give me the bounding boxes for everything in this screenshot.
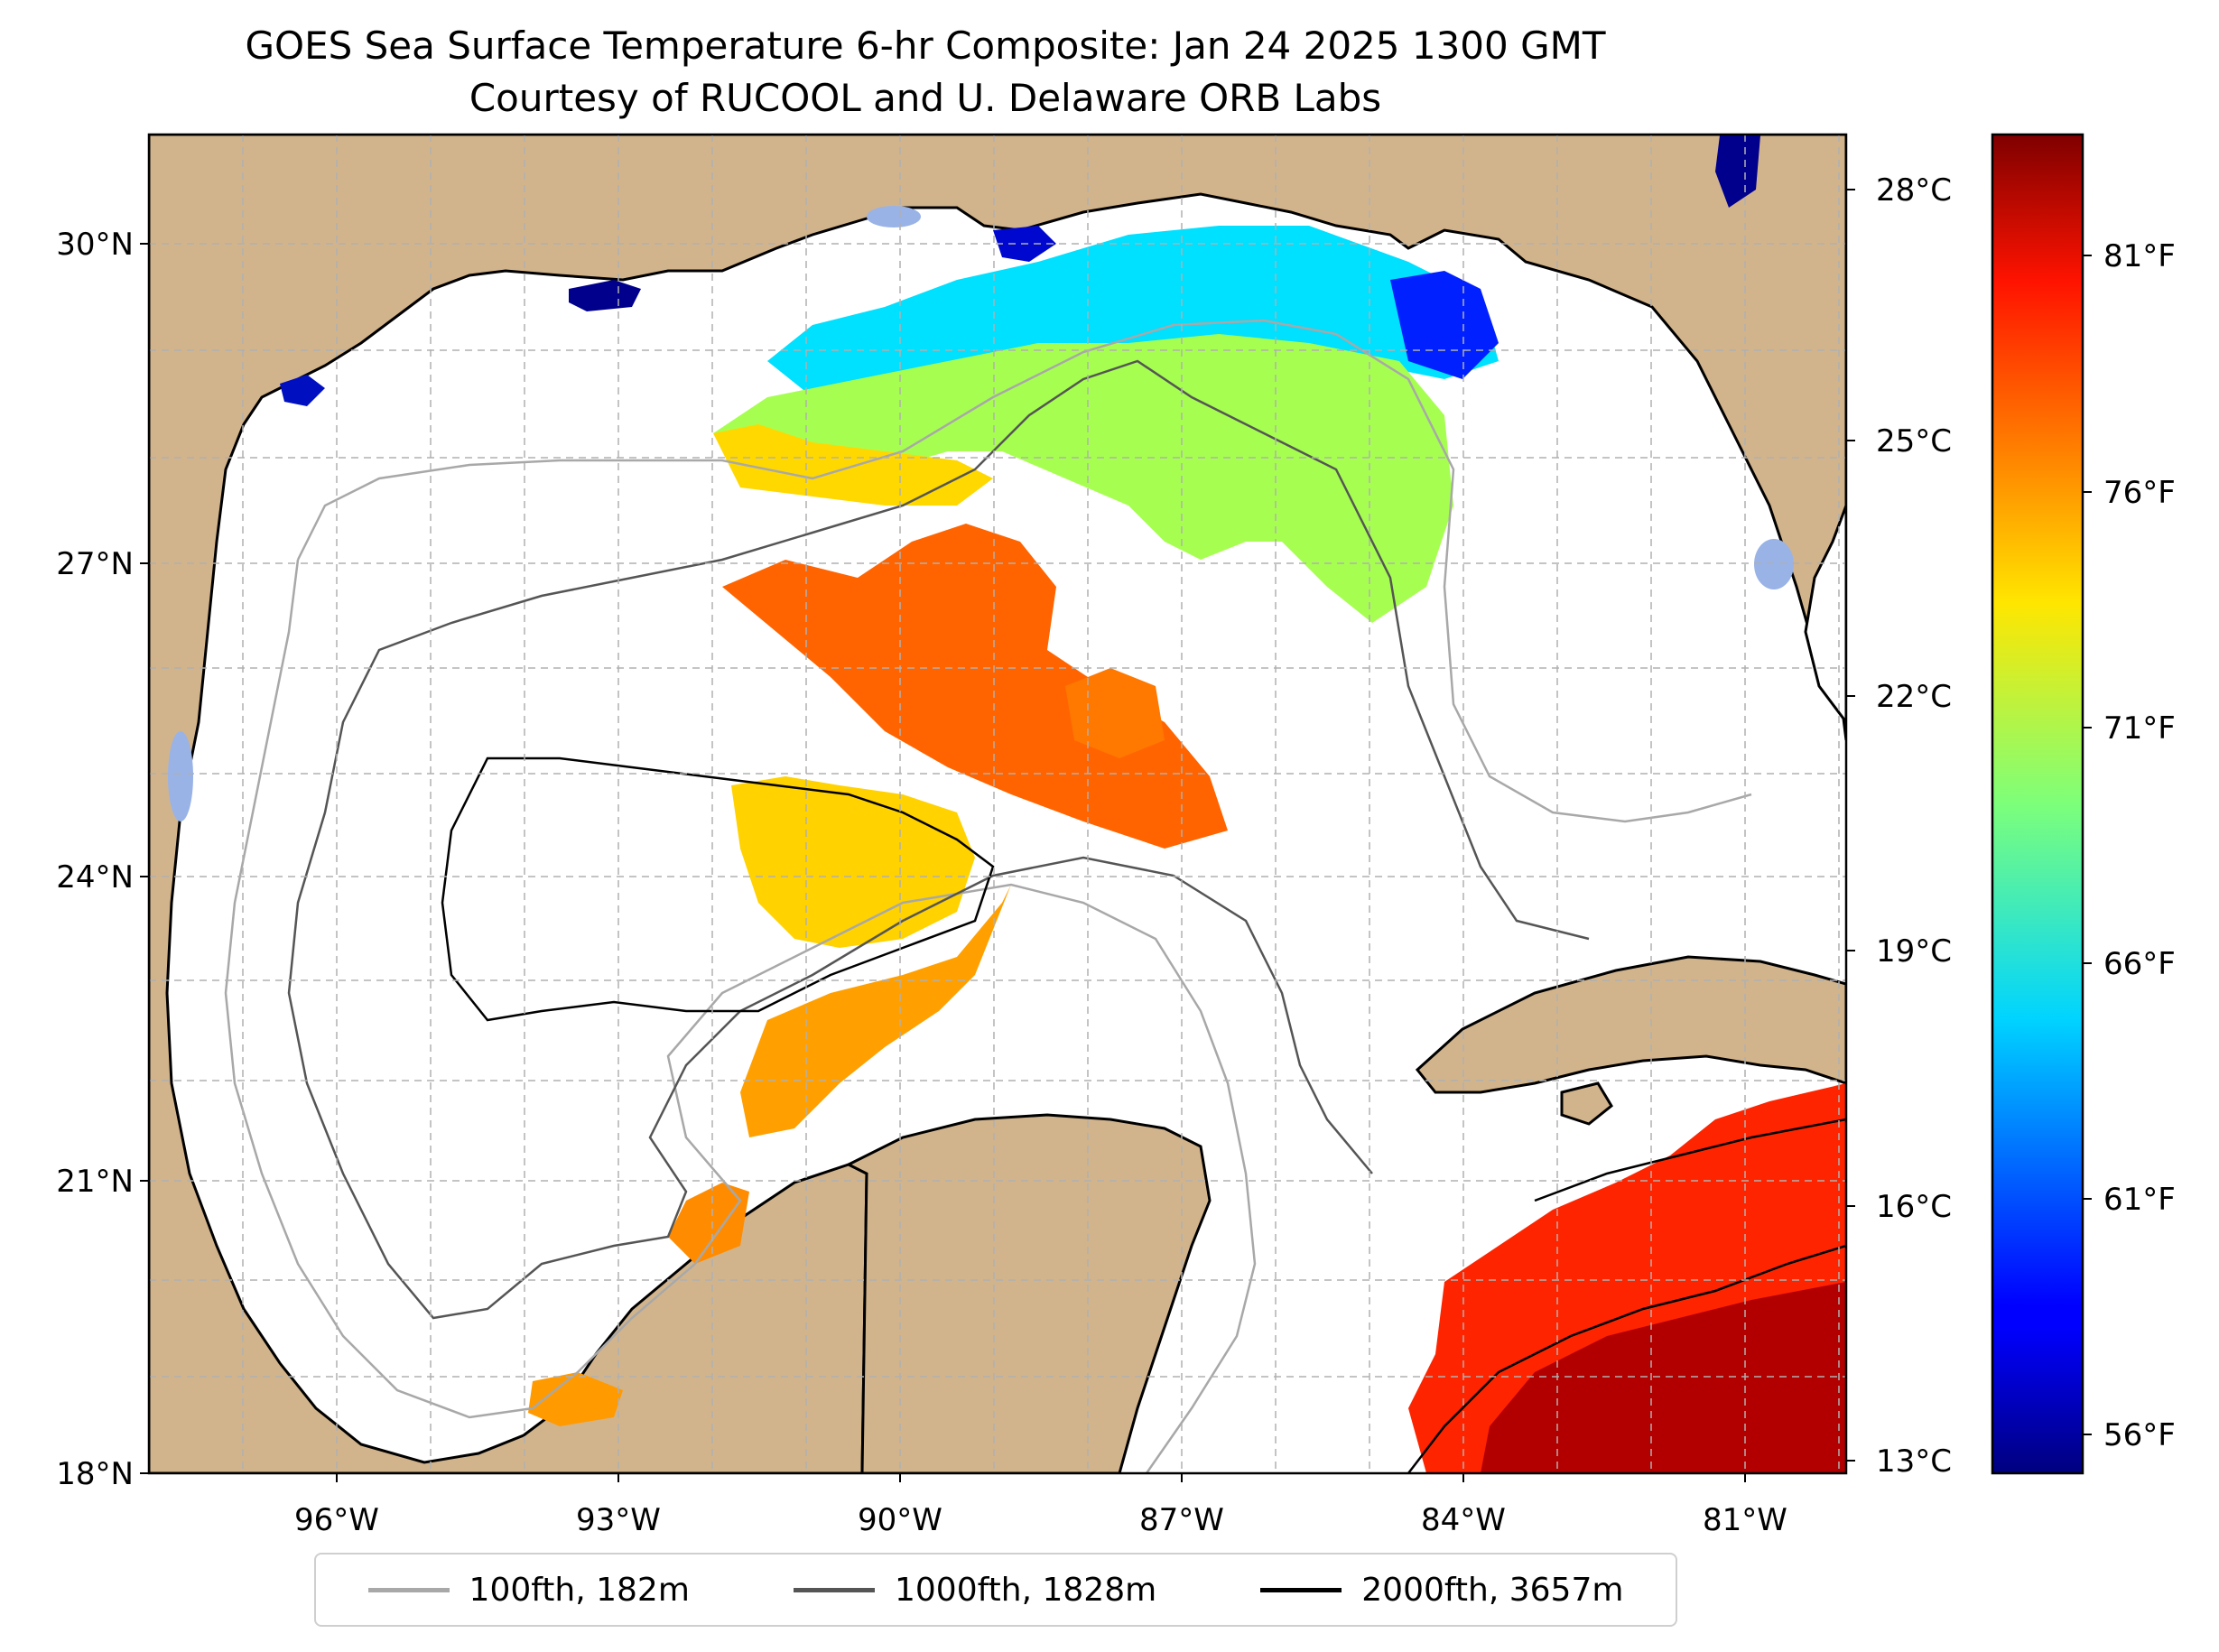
bathymetry-contours (224, 319, 1846, 1473)
title-line-2: Courtesy of RUCOOL and U. Delaware ORB L… (469, 76, 1382, 120)
sst-patch-blue-tx (280, 375, 325, 406)
lon-label: 96°W (294, 1502, 379, 1538)
lat-label: 21°N (56, 1164, 134, 1200)
fahrenheit-label: 66°F (2103, 946, 2176, 982)
celsius-label: 25°C (1876, 423, 1952, 459)
latitude-labels: 30°N 27°N 24°N 21°N 18°N (56, 227, 134, 1492)
legend-label: 1000fth, 1828m (895, 1571, 1157, 1609)
fahrenheit-label: 81°F (2103, 238, 2176, 274)
lake-pontchartrain (867, 206, 921, 227)
celsius-label: 22°C (1876, 679, 1952, 715)
fahrenheit-label: 61°F (2103, 1182, 2176, 1218)
lon-label: 81°W (1703, 1502, 1787, 1538)
lat-label: 27°N (56, 546, 134, 582)
land-cuba (1415, 955, 1846, 1094)
lake-west (168, 731, 193, 821)
axis-ticks (140, 189, 1855, 1482)
land-isla-juventud (1560, 1081, 1613, 1126)
fahrenheit-label: 71°F (2103, 710, 2176, 747)
map-title: GOES Sea Surface Temperature 6-hr Compos… (144, 20, 1706, 125)
lon-label: 90°W (858, 1502, 942, 1538)
colorbar-ticks (2083, 255, 2092, 1435)
legend-label: 2000fth, 3657m (1361, 1571, 1624, 1609)
sst-patch-orange-bay (528, 1372, 623, 1426)
celsius-labels: 28°C 25°C 22°C 19°C 16°C 13°C (1876, 172, 1952, 1480)
sst-data (280, 135, 1846, 1473)
lake-okeechobee (1754, 539, 1794, 589)
map-frame (147, 133, 1848, 1475)
celsius-label: 13°C (1876, 1443, 1952, 1480)
land-yucatan (845, 1113, 1212, 1473)
colorbar (1991, 133, 2084, 1475)
sst-patch-darkred (1481, 1282, 1846, 1473)
land-usa (149, 135, 1846, 1473)
lon-label: 87°W (1139, 1502, 1224, 1538)
fahrenheit-labels: 81°F 76°F 71°F 66°F 61°F 56°F (2103, 238, 2176, 1453)
sst-patch-blue-fl (1390, 271, 1499, 379)
sst-patch-orange-sw (668, 1183, 749, 1264)
legend-item-2000fth: 2000fth, 3657m (1260, 1572, 1623, 1609)
contour-100fth (224, 319, 1752, 1473)
legend-item-1000fth: 1000fth, 1828m (794, 1572, 1156, 1609)
legend-swatch (1260, 1587, 1342, 1592)
contour-legend: 100fth, 182m 1000fth, 1828m 2000fth, 365… (314, 1553, 1677, 1627)
fahrenheit-label: 56°F (2103, 1417, 2176, 1453)
fahrenheit-label: 76°F (2103, 475, 2176, 511)
lat-label: 30°N (56, 227, 134, 263)
sst-patch-blue-ne (1715, 135, 1760, 208)
longitude-labels: 96°W 93°W 90°W 87°W 84°W 81°W (294, 1502, 1787, 1538)
graticule (149, 135, 1846, 1473)
lon-label: 84°W (1421, 1502, 1506, 1538)
contour-1000fth (287, 359, 1590, 1320)
legend-swatch (794, 1587, 875, 1592)
contour-2000fth (441, 756, 1846, 1473)
celsius-label: 16°C (1876, 1189, 1952, 1225)
lat-label: 18°N (56, 1456, 134, 1492)
lat-label: 24°N (56, 859, 134, 896)
celsius-label: 19°C (1876, 933, 1952, 970)
sst-patch-north-green (713, 334, 1453, 623)
sst-patch-orange-center (722, 524, 1228, 849)
legend-label: 100fth, 182m (469, 1571, 690, 1609)
sst-patch-blue-nw (569, 280, 641, 311)
sst-patch-yellow-north (713, 424, 993, 506)
legend-item-100fth: 100fth, 182m (367, 1571, 690, 1609)
title-line-1: GOES Sea Surface Temperature 6-hr Compos… (245, 23, 1606, 68)
celsius-label: 28°C (1876, 172, 1952, 209)
sst-patch-orange-south (740, 885, 1011, 1137)
sst-patch-orange-east (1065, 668, 1165, 758)
legend-swatch (367, 1587, 450, 1592)
lon-label: 93°W (576, 1502, 661, 1538)
